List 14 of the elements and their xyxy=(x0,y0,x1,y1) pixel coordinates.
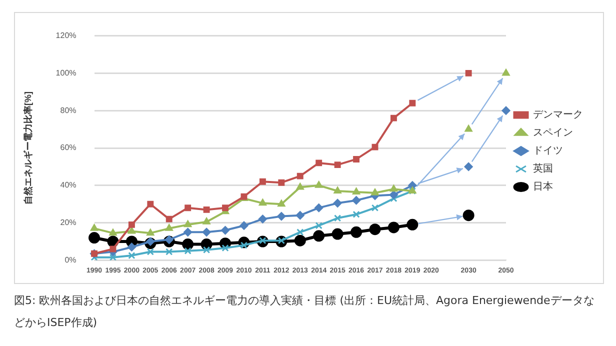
legend-label: スペイン xyxy=(533,128,573,139)
y-tick-label: 80% xyxy=(60,106,76,115)
legend-label: 英国 xyxy=(533,162,553,175)
y-tick-label: 40% xyxy=(60,180,76,190)
y-tick-label: 20% xyxy=(60,218,76,228)
y-tick-label: 60% xyxy=(60,143,76,152)
caption: 図5: 欧州各国および日本の自然エネルギー電力の導入実績・目標 (出所：EU統計局、Agora EnergiewendeデータなどからISEP作成) xyxy=(14,293,596,331)
y-axis-title: 自然エネルギー電力比率[%] xyxy=(22,92,33,204)
legend-label: デンマーク xyxy=(533,110,583,121)
y-tick-label: 120% xyxy=(56,31,76,40)
legend-label: 日本 xyxy=(533,180,553,193)
legend-label: ドイツ xyxy=(533,146,563,157)
y-tick-label: 0% xyxy=(64,255,76,264)
y-tick-label: 100% xyxy=(56,68,76,78)
